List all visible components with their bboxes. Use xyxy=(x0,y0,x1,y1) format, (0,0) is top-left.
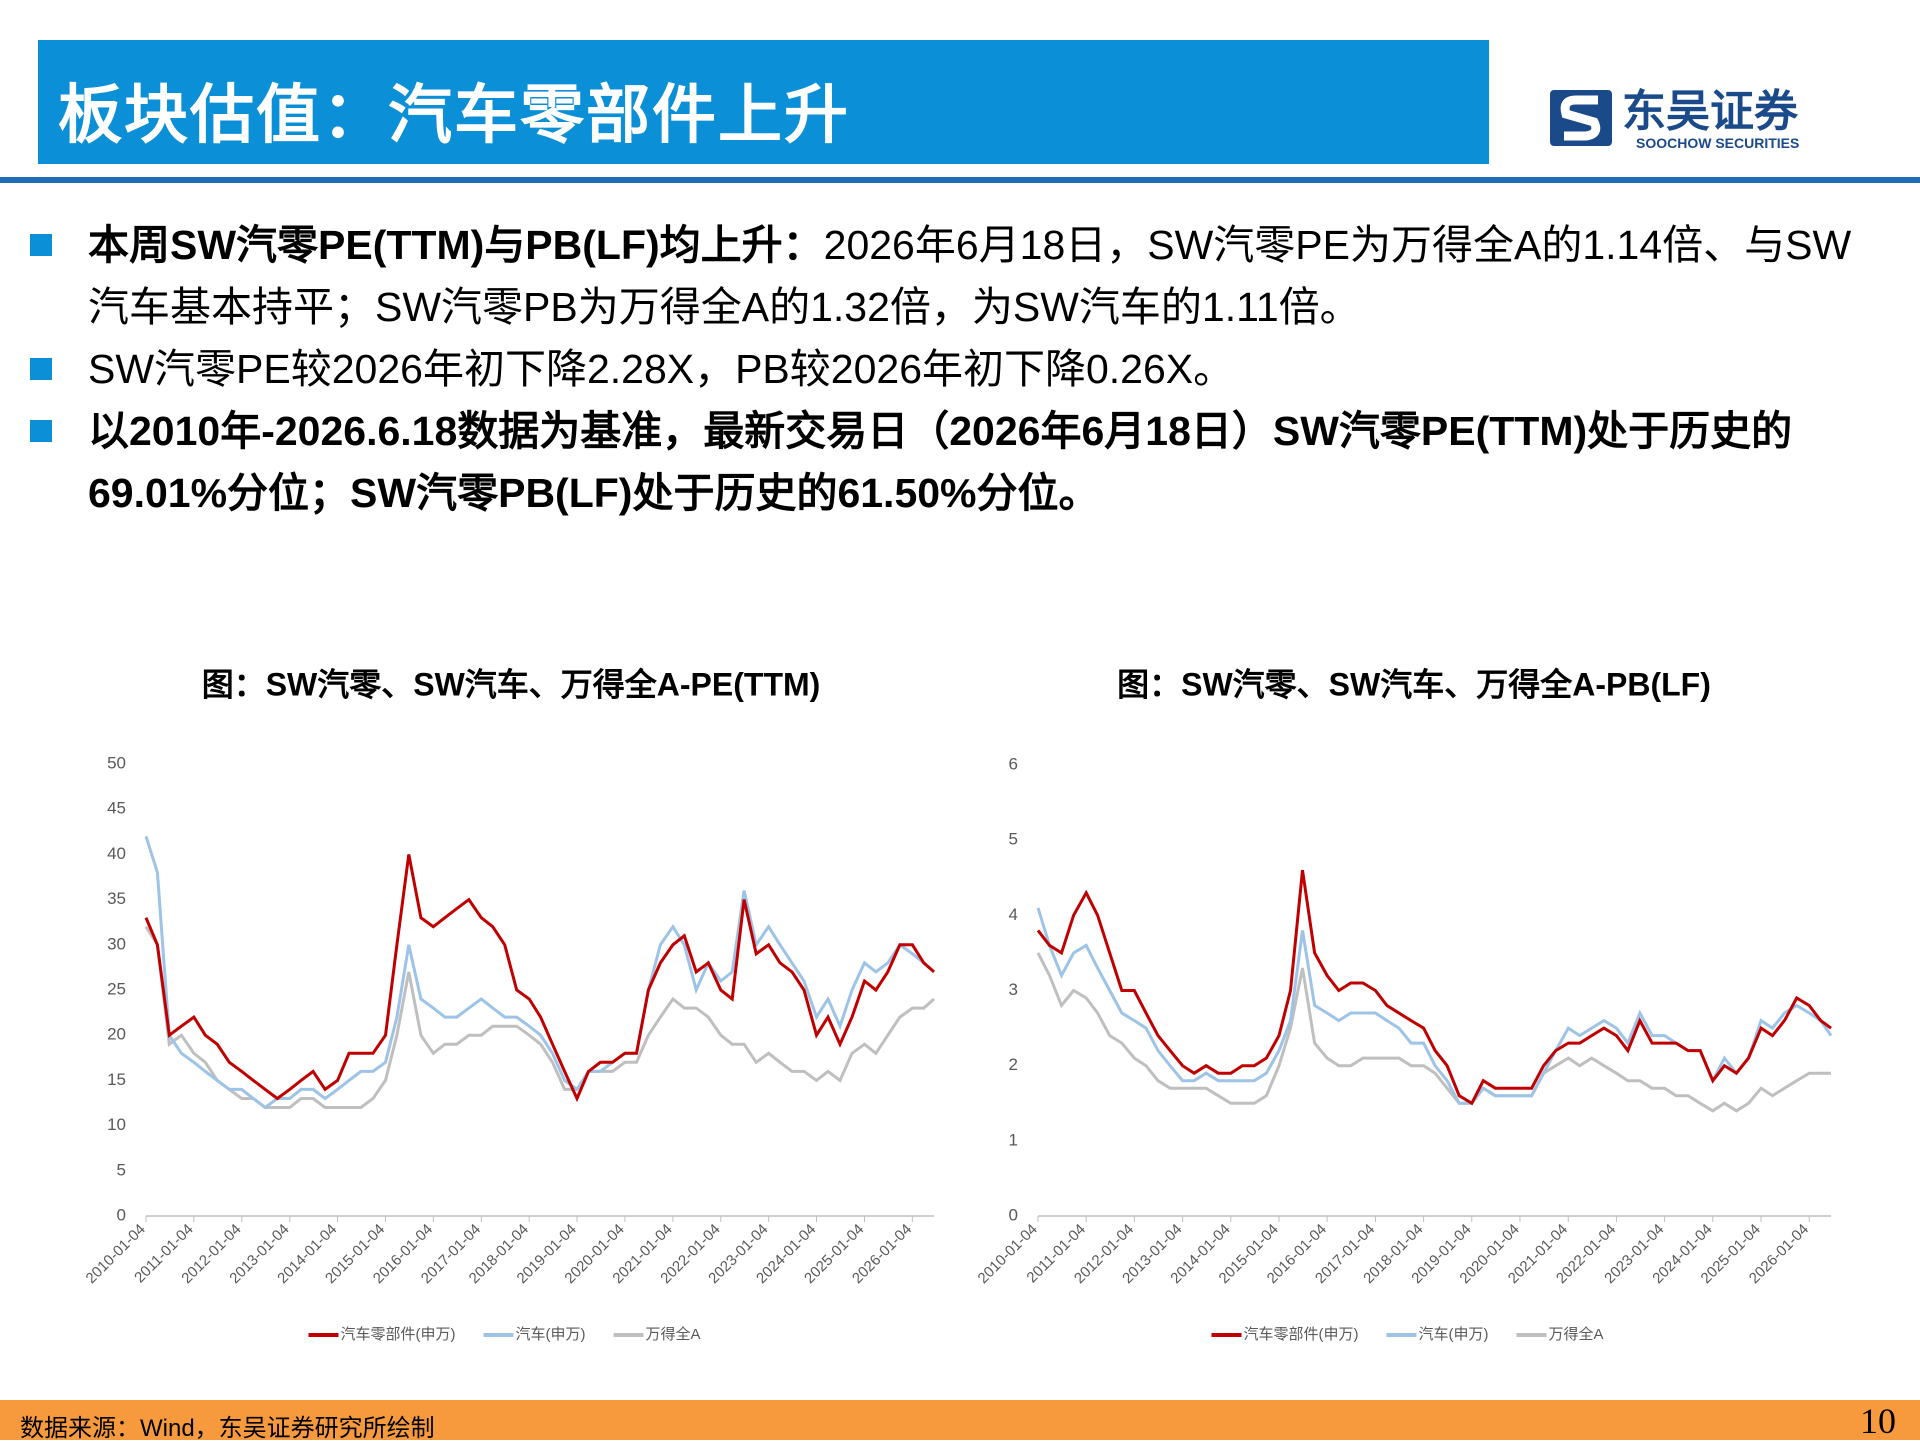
bullet-text: 2026年6月18日，SW汽零PE为万得全A的1.14倍、与SW汽车基本持平；S… xyxy=(88,222,1852,330)
series-line xyxy=(144,854,935,1103)
y-tick-label: 50 xyxy=(107,753,126,772)
bullet-bold: 以2010年-2026.6.18数据为基准，最新交易日（2026年6月18日）S… xyxy=(88,408,1793,516)
footer: 数据来源：Wind，东吴证券研究所绘制 10 xyxy=(0,1400,1920,1442)
chart-title: 图：SW汽零、SW汽车、万得全A-PE(TTM) xyxy=(202,666,821,702)
y-tick-label: 3 xyxy=(1009,980,1018,999)
y-tick-label: 40 xyxy=(107,844,126,863)
legend-label: 万得全A xyxy=(646,1325,701,1343)
legend-label: 汽车(申万) xyxy=(516,1326,586,1343)
series-line xyxy=(144,835,935,1110)
legend-label: 万得全A xyxy=(1549,1325,1604,1343)
header-bar: 板块估值：汽车零部件上升 xyxy=(38,40,1489,164)
y-tick-label: 45 xyxy=(107,799,126,818)
logo-name: 东吴证券 xyxy=(1622,87,1799,136)
charts: 图：SW汽零、SW汽车、万得全A-PE(TTM)0510152025303540… xyxy=(83,666,1833,1343)
bullet: SW汽零PE较2026年初下降2.28X，PB较2026年初下降0.26X。 xyxy=(30,338,1888,400)
y-tick-label: 0 xyxy=(117,1205,126,1224)
y-tick-label: 5 xyxy=(1009,830,1018,849)
logo-mark xyxy=(1560,95,1601,141)
y-tick-label: 35 xyxy=(107,889,126,908)
y-tick-label: 5 xyxy=(117,1160,126,1179)
y-tick-label: 20 xyxy=(107,1025,126,1044)
bullet-text: SW汽零PE较2026年初下降2.28X，PB较2026年初下降0.26X。 xyxy=(88,346,1235,392)
bullet: 本周SW汽零PE(TTM)与PB(LF)均上升：2026年6月18日，SW汽零P… xyxy=(30,214,1888,338)
page-title: 板块估值：汽车零部件上升 xyxy=(58,79,850,151)
logo-english: SOOCHOW SECURITIES xyxy=(1636,135,1799,151)
header-rule xyxy=(0,177,1920,183)
series-line xyxy=(1036,869,1832,1106)
y-tick-label: 25 xyxy=(107,979,126,998)
y-tick-label: 1 xyxy=(1009,1130,1018,1149)
page-number: 10 xyxy=(1860,1401,1896,1441)
legend-label: 汽车零部件(申万) xyxy=(1244,1326,1359,1343)
y-tick-label: 30 xyxy=(107,934,126,953)
legend-label: 汽车零部件(申万) xyxy=(341,1326,456,1343)
series-line xyxy=(144,925,935,1109)
y-tick-label: 10 xyxy=(107,1115,126,1134)
bullet-bold: 本周SW汽零PE(TTM)与PB(LF)均上升： xyxy=(88,222,824,268)
bullet: 以2010年-2026.6.18数据为基准，最新交易日（2026年6月18日）S… xyxy=(30,400,1888,524)
y-tick-label: 0 xyxy=(1009,1205,1018,1224)
y-tick-label: 4 xyxy=(1009,905,1018,924)
source: 数据来源：Wind，东吴证券研究所绘制 xyxy=(20,1415,435,1442)
y-tick-label: 6 xyxy=(1009,754,1018,773)
y-tick-label: 15 xyxy=(107,1070,126,1089)
legend-label: 汽车(申万) xyxy=(1419,1326,1489,1343)
y-tick-label: 2 xyxy=(1009,1055,1018,1074)
chart-title: 图：SW汽零、SW汽车、万得全A-PB(LF) xyxy=(1117,666,1711,702)
series-line xyxy=(1036,952,1831,1113)
logo: 东吴证券 SOOCHOW SECURITIES xyxy=(1550,87,1799,151)
